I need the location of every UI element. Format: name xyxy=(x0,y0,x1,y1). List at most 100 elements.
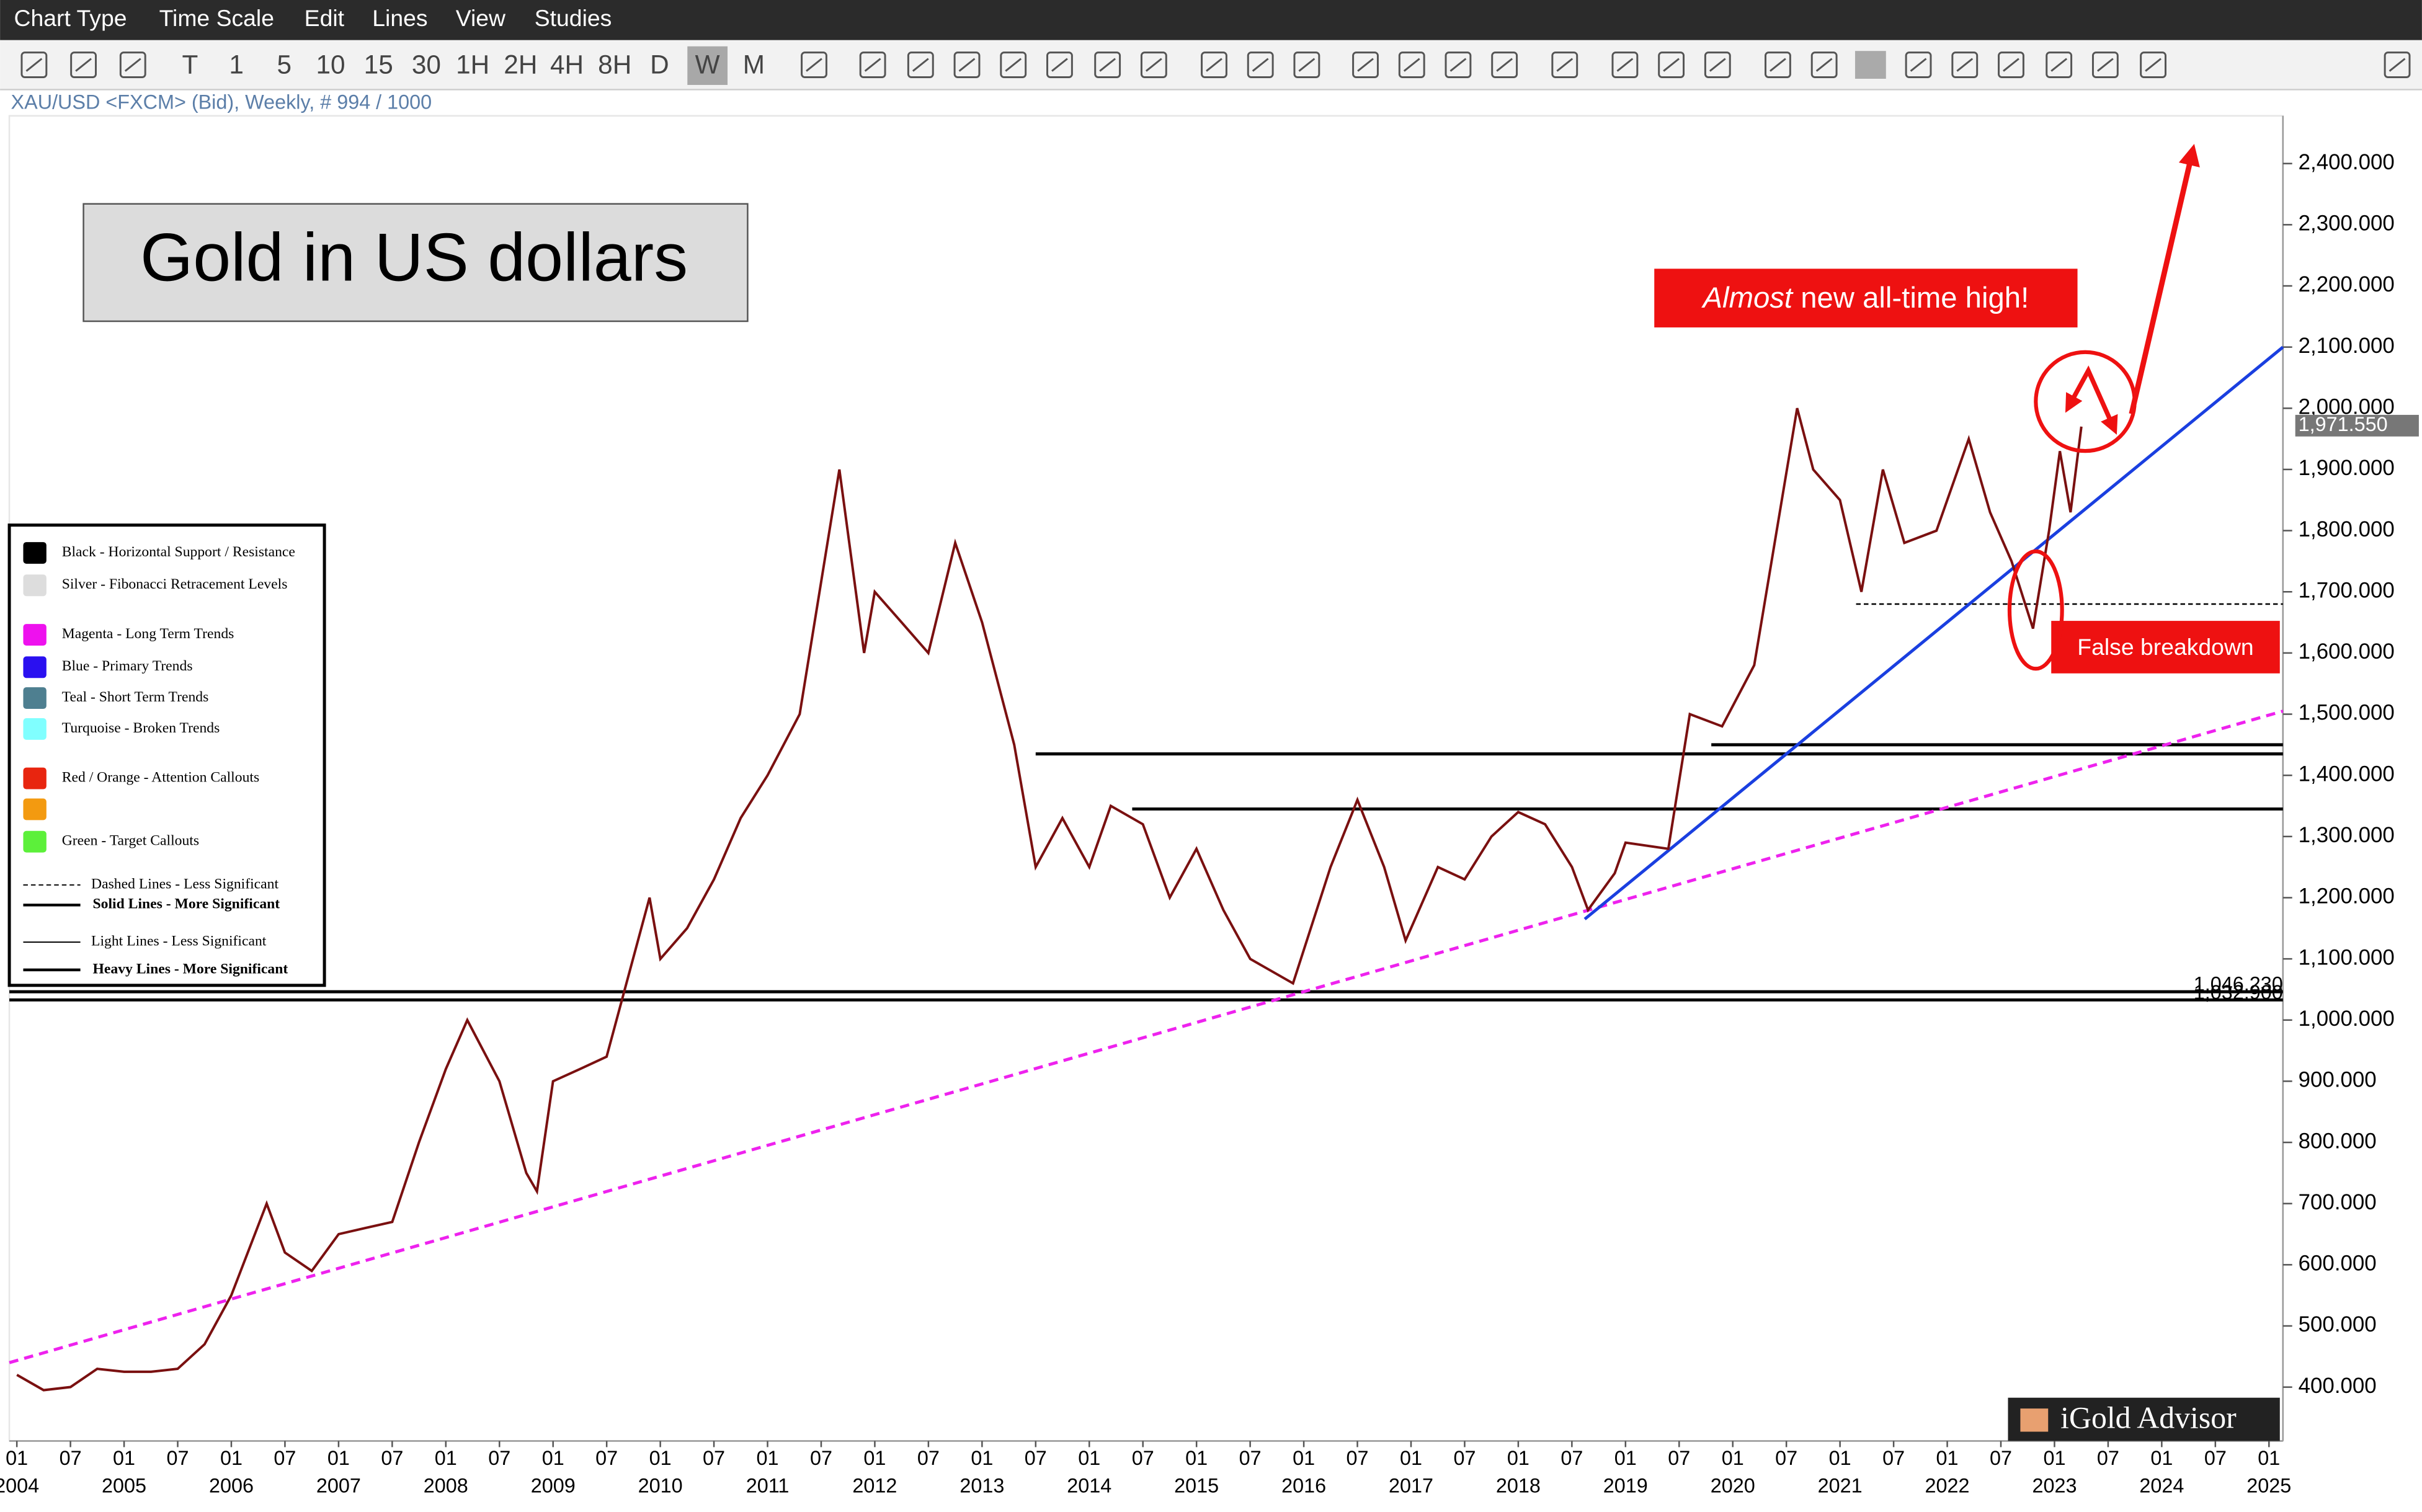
toolbar-button[interactable]: W xyxy=(695,50,720,79)
x-tick-label: 07 xyxy=(167,1447,189,1469)
x-tick-year: 2014 xyxy=(1067,1475,1111,1497)
x-tick-label: 07 xyxy=(381,1447,403,1469)
toolbar xyxy=(0,40,2422,90)
x-tick-label: 01 xyxy=(2150,1447,2173,1469)
tool-icon-glyph xyxy=(1770,58,1786,72)
toolbar-button[interactable]: M xyxy=(743,50,765,79)
x-tick-year: 2021 xyxy=(1818,1475,1863,1497)
x-tick-label: 01 xyxy=(1614,1447,1637,1469)
tool-icon-active xyxy=(1854,51,1886,79)
toolbar-button[interactable]: 5 xyxy=(277,50,292,79)
price-line xyxy=(16,407,2083,1392)
callout-italic: Almost xyxy=(1701,282,1794,314)
x-tick-label: 07 xyxy=(488,1447,510,1469)
toolbar-button[interactable]: 2H xyxy=(504,50,537,79)
tool-icon-glyph xyxy=(2389,58,2406,72)
y-tick-label: 2,100.000 xyxy=(2299,334,2395,358)
arrow xyxy=(2129,144,2200,415)
tool-icon xyxy=(1201,51,1227,79)
legend-swatch xyxy=(23,624,47,646)
tool-icon xyxy=(1046,51,1073,79)
x-tick-label: 01 xyxy=(1936,1447,1959,1469)
tool-icon xyxy=(2091,51,2119,79)
tool-icon xyxy=(1398,51,1425,79)
logo-box xyxy=(2008,1397,2280,1441)
legend-swatch xyxy=(23,767,47,789)
tool-icon xyxy=(1658,51,1685,79)
legend-label: Blue - Primary Trends xyxy=(62,658,193,674)
tool-icon xyxy=(1704,51,1731,79)
y-tick-label: 2,400.000 xyxy=(2299,150,2395,174)
x-tick-label: 01 xyxy=(435,1447,457,1469)
y-tick-label: 2,300.000 xyxy=(2299,211,2395,236)
x-tick-label: 07 xyxy=(1882,1447,1905,1469)
tool-icon-glyph xyxy=(864,58,881,72)
legend-label: Green - Target Callouts xyxy=(62,833,199,849)
x-tick-year: 2007 xyxy=(316,1475,361,1497)
tool-icon-glyph xyxy=(1663,58,1680,72)
legend-swatch xyxy=(23,542,47,564)
toolbar-button[interactable]: D xyxy=(650,50,669,79)
x-tick-label: 07 xyxy=(1990,1447,2012,1469)
tool-icon-glyph xyxy=(75,58,92,72)
x-tick-label: 07 xyxy=(1025,1447,1047,1469)
y-tick-label: 800.000 xyxy=(2299,1129,2377,1153)
toolbar-button[interactable]: 15 xyxy=(364,50,393,79)
tool-icon xyxy=(1951,51,1979,79)
support-label: 1,046.230 xyxy=(2194,973,2283,995)
y-tick-label: 1,900.000 xyxy=(2299,456,2395,480)
x-tick-year: 2023 xyxy=(2032,1475,2077,1497)
chart-title: Gold in US dollars xyxy=(140,220,688,295)
x-tick-label: 01 xyxy=(757,1447,779,1469)
x-tick-label: 01 xyxy=(1078,1447,1100,1469)
tool-icon-glyph xyxy=(1556,58,1574,72)
toolbar-button[interactable]: 4H xyxy=(550,50,584,79)
legend-box xyxy=(7,523,326,987)
toolbar-active xyxy=(687,46,728,85)
x-tick-year: 2024 xyxy=(2139,1475,2184,1497)
toolbar-button[interactable]: 30 xyxy=(412,50,441,79)
y-tick-label: 400.000 xyxy=(2299,1374,2377,1398)
x-tick-year: 2025 xyxy=(2246,1475,2291,1497)
x-tick-label: 01 xyxy=(6,1447,28,1469)
tool-icon-glyph xyxy=(1449,58,1467,72)
x-tick-year: 2022 xyxy=(1925,1475,1970,1497)
legend-swatch xyxy=(23,574,47,597)
tool-icon xyxy=(1293,51,1320,79)
x-tick-year: 2006 xyxy=(209,1475,254,1497)
tool-icon-glyph xyxy=(1051,58,1068,72)
last-price-label: 1,971.550 xyxy=(2299,413,2388,435)
x-tick-label: 01 xyxy=(2258,1447,2280,1469)
x-tick-year: 2020 xyxy=(1711,1475,1755,1497)
toolbar-button[interactable]: 8H xyxy=(598,50,631,79)
y-tick-label: 1,100.000 xyxy=(2299,945,2395,969)
legend-swatch xyxy=(23,687,47,709)
tool-icon xyxy=(20,51,48,79)
arrow xyxy=(2065,365,2118,435)
legend-swatch xyxy=(23,656,47,678)
x-tick-label: 01 xyxy=(1507,1447,1529,1469)
toolbar-button[interactable]: 1 xyxy=(229,50,244,79)
toolbar-button[interactable]: 10 xyxy=(316,50,345,79)
tool-icon xyxy=(1905,51,1932,79)
toolbar-button[interactable]: T xyxy=(182,50,198,79)
plot-area xyxy=(8,115,2284,1442)
toolbar-button[interactable]: 1H xyxy=(456,50,489,79)
trend-line xyxy=(1583,345,2284,920)
y-tick-label: 700.000 xyxy=(2299,1190,2377,1214)
tool-icon xyxy=(1094,51,1121,79)
tool-icon-glyph xyxy=(2145,58,2162,72)
y-tick-label: 600.000 xyxy=(2299,1252,2377,1276)
tool-icon xyxy=(1765,51,1791,79)
x-tick-label: 01 xyxy=(327,1447,350,1469)
y-tick-label: 900.000 xyxy=(2299,1068,2377,1092)
menu-bar xyxy=(0,0,2422,40)
legend-swatch xyxy=(23,798,47,820)
x-tick-year: 2005 xyxy=(102,1475,146,1497)
menu-item: Time Scale xyxy=(159,5,274,31)
callout-circle xyxy=(2007,549,2064,671)
x-tick-label: 01 xyxy=(1293,1447,1315,1469)
x-tick-year: 2016 xyxy=(1281,1475,1326,1497)
x-tick-year: 2004 xyxy=(0,1475,39,1497)
